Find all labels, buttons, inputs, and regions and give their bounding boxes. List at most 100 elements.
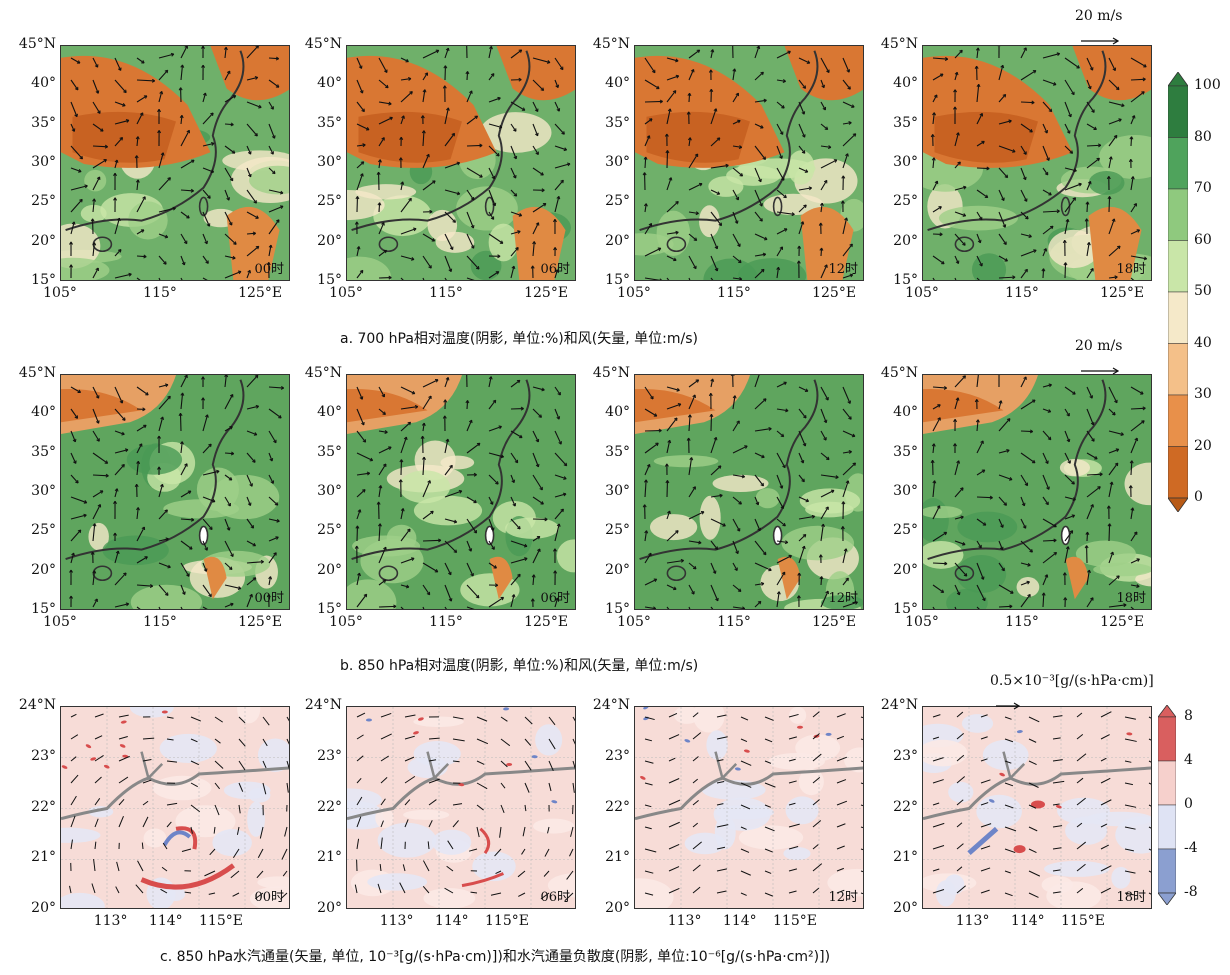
x-tick-label: 115° <box>1005 285 1039 301</box>
x-tick-label: 105° <box>329 614 363 630</box>
y-tick-label: 45°N <box>592 36 630 52</box>
y-tick-label: 15° <box>605 601 630 617</box>
y-tick-label: 20° <box>31 900 56 916</box>
reference-vector-arrow <box>996 695 1021 710</box>
y-tick-label: 24°N <box>592 697 630 713</box>
map-frame <box>346 706 576 909</box>
y-tick-label: 23° <box>31 747 56 764</box>
y-tick-label: 15° <box>31 601 56 617</box>
y-tick-label: 35° <box>31 114 56 131</box>
row_c-panel-2: 12时 <box>634 706 864 909</box>
y-tick-label: 15° <box>317 272 342 288</box>
map-plot <box>61 375 289 609</box>
row_b-panel-2: 12时 <box>634 374 864 610</box>
y-tick-label: 22° <box>31 798 56 815</box>
y-tick-label: 21° <box>317 849 342 866</box>
colorbar-label: 4 <box>1184 752 1193 768</box>
x-tick-label: 113° <box>667 913 702 929</box>
x-tick-label: 113° <box>379 913 414 929</box>
x-tick-label: 105° <box>43 614 77 630</box>
y-tick-label: 21° <box>31 849 56 866</box>
y-tick-label: 40° <box>31 404 56 421</box>
y-tick-label: 25° <box>605 193 630 210</box>
map-plot <box>635 707 863 908</box>
time-label: 00时 <box>254 262 284 277</box>
map-plot <box>347 707 575 908</box>
colorbar-label: -8 <box>1184 884 1198 900</box>
map-plot <box>635 375 863 609</box>
row_b-panel-3: 18时 <box>922 374 1152 610</box>
colorbar-label: 40 <box>1194 334 1212 351</box>
x-tick-label: 115° <box>717 614 751 630</box>
y-tick-label: 40° <box>893 404 918 421</box>
map-frame <box>634 706 864 909</box>
row_a-caption: a. 700 hPa相对温度(阴影, 单位:%)和风(矢量, 单位:m/s) <box>340 331 698 347</box>
y-tick-label: 15° <box>317 601 342 617</box>
map-frame <box>634 45 864 281</box>
y-tick-label: 25° <box>893 193 918 210</box>
y-tick-label: 45°N <box>880 365 918 381</box>
y-tick-label: 24°N <box>18 697 56 713</box>
colorbar-divergence <box>1157 704 1177 906</box>
y-tick-label: 15° <box>605 272 630 288</box>
y-tick-label: 25° <box>31 193 56 210</box>
y-tick-label: 30° <box>893 483 918 499</box>
x-tick-label: 115° <box>717 285 751 301</box>
x-tick-label: 115° <box>143 614 177 630</box>
y-tick-label: 20° <box>31 232 56 249</box>
y-tick-label: 30° <box>31 483 56 499</box>
y-tick-label: 45°N <box>880 36 918 52</box>
map-frame <box>922 45 1152 281</box>
time-label: 06时 <box>540 890 570 905</box>
map-frame <box>60 45 290 281</box>
reference-vector-label: 20 m/s <box>1075 8 1123 24</box>
row_a-panel-0: 00时 <box>60 45 290 281</box>
map-plot <box>923 46 1151 280</box>
x-tick-label: 105° <box>905 285 939 301</box>
y-tick-label: 20° <box>893 561 918 578</box>
x-tick-label: 125°E <box>1100 285 1145 301</box>
y-tick-label: 15° <box>31 272 56 288</box>
map-plot <box>61 707 289 908</box>
x-tick-label: 114° <box>434 913 469 929</box>
y-tick-label: 40° <box>893 75 918 92</box>
time-label: 18时 <box>1116 890 1146 905</box>
y-tick-label: 20° <box>893 900 918 916</box>
map-frame <box>346 374 576 610</box>
row_c-panel-0: 00时 <box>60 706 290 909</box>
y-tick-label: 30° <box>317 483 342 499</box>
time-label: 12时 <box>828 890 858 905</box>
row_c-caption: c. 850 hPa水汽通量(矢量, 单位, 10⁻³[g/(s·hPa·cm)… <box>160 949 831 965</box>
x-tick-label: 125°E <box>812 285 857 301</box>
map-frame <box>634 374 864 610</box>
x-tick-label: 114° <box>1010 913 1045 929</box>
y-tick-label: 25° <box>893 522 918 539</box>
x-tick-label: 115° <box>429 285 463 301</box>
y-tick-label: 20° <box>317 232 342 249</box>
row_b-panel-1: 06时 <box>346 374 576 610</box>
map-frame <box>60 374 290 610</box>
colorbar-label: 0 <box>1194 489 1203 505</box>
row_a-panel-2: 12时 <box>634 45 864 281</box>
y-tick-label: 22° <box>317 798 342 815</box>
x-tick-label: 115°E <box>773 913 817 929</box>
y-tick-label: 35° <box>893 443 918 460</box>
x-tick-label: 125°E <box>1100 614 1145 630</box>
x-tick-label: 115° <box>143 285 177 301</box>
x-tick-label: 105° <box>617 614 651 630</box>
y-tick-label: 35° <box>605 114 630 131</box>
row_a-panel-1: 06时 <box>346 45 576 281</box>
y-tick-label: 22° <box>893 798 918 815</box>
y-tick-label: 20° <box>893 232 918 249</box>
map-frame <box>922 374 1152 610</box>
reference-vector-arrow <box>1081 30 1120 45</box>
colorbar-label: 50 <box>1194 283 1212 299</box>
time-label: 06时 <box>540 591 570 606</box>
x-tick-label: 115°E <box>1061 913 1105 929</box>
x-tick-label: 113° <box>93 913 128 929</box>
x-tick-label: 113° <box>955 913 990 929</box>
x-tick-label: 114° <box>148 913 183 929</box>
x-tick-label: 125°E <box>238 285 283 301</box>
x-tick-label: 114° <box>722 913 757 929</box>
y-tick-label: 30° <box>605 154 630 170</box>
